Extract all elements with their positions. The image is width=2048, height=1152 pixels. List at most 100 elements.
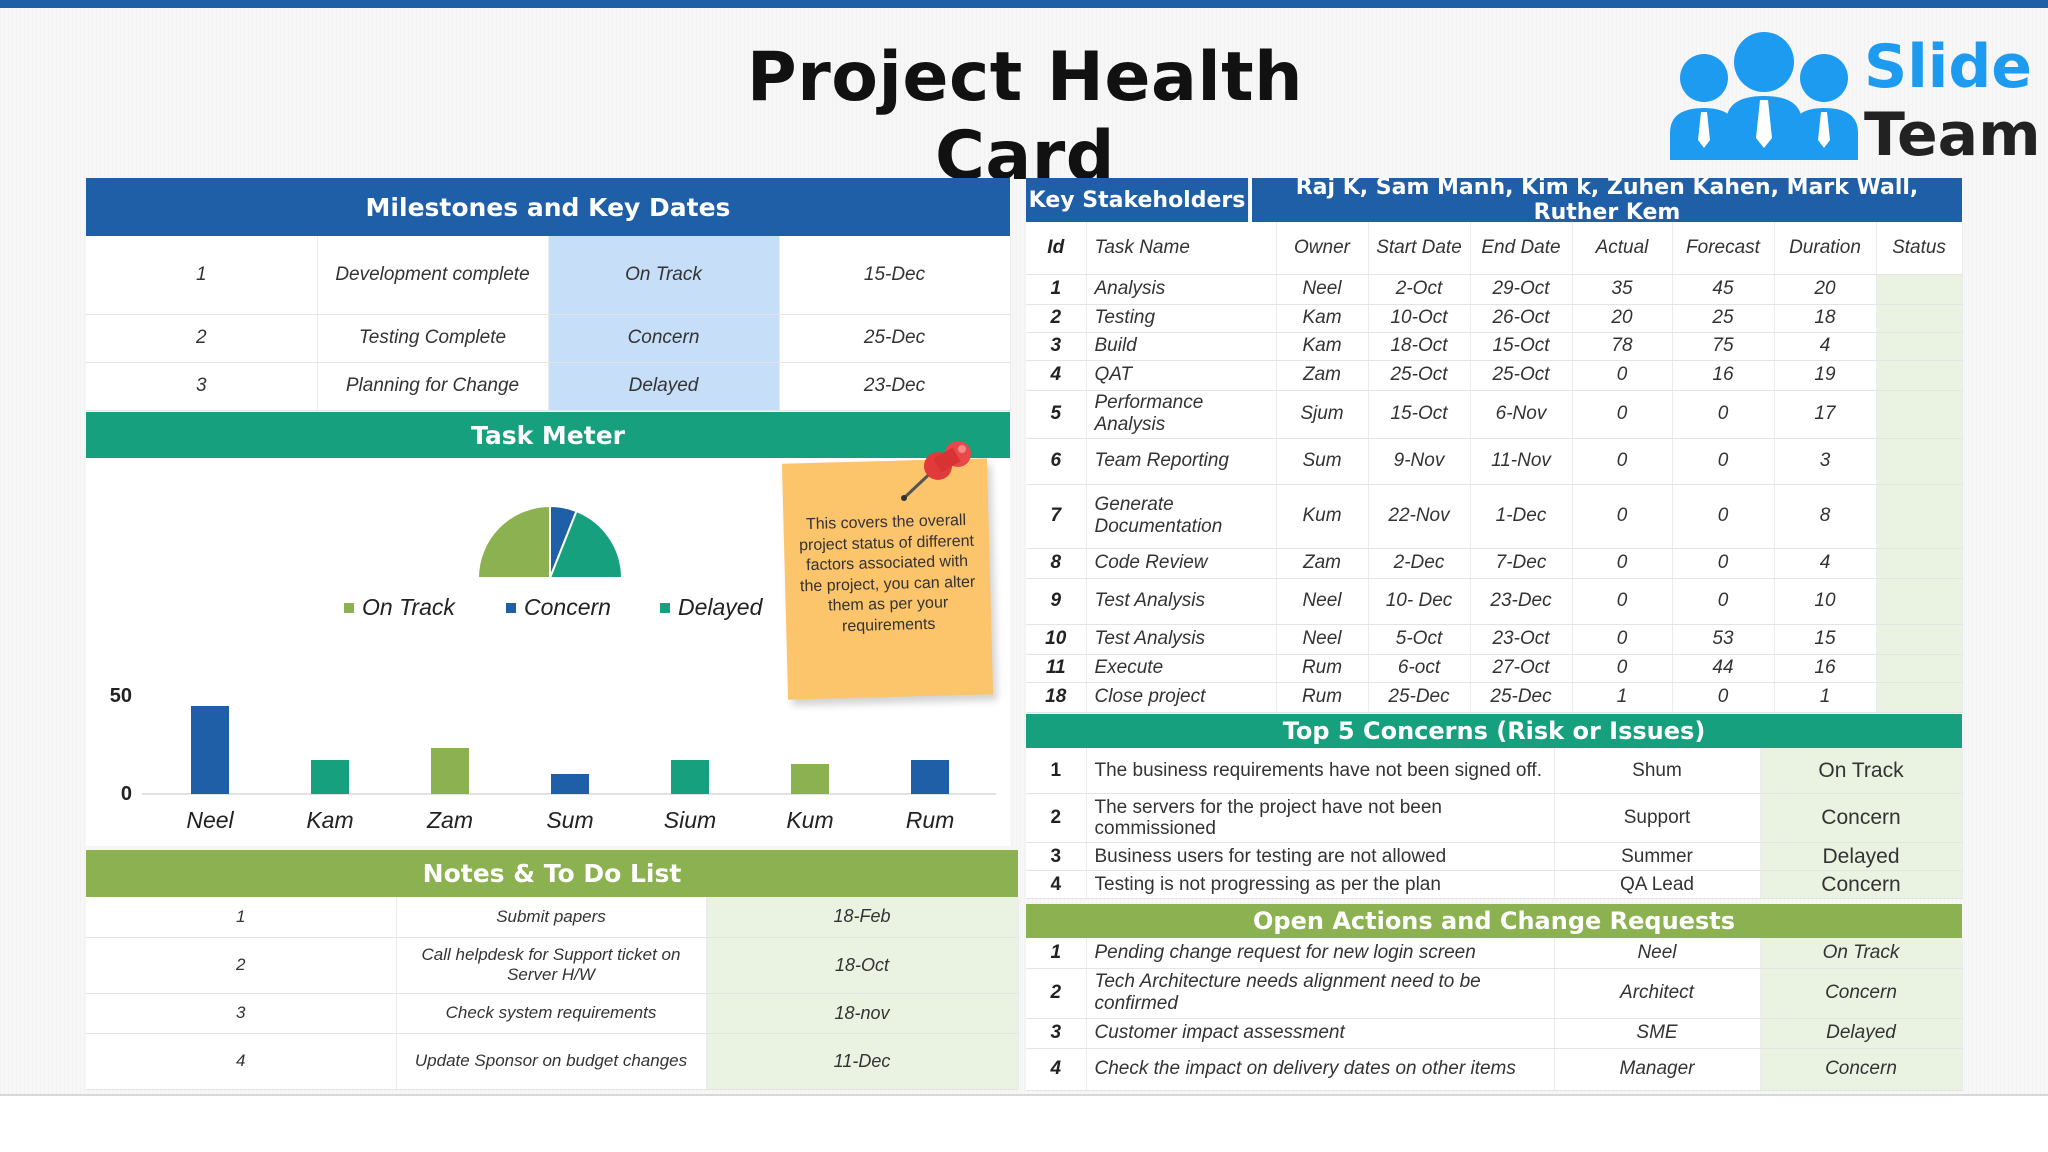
action-owner: Neel — [1554, 938, 1761, 969]
concern-text: Business users for testing are not allow… — [1086, 842, 1555, 871]
action-status: Delayed — [1760, 1018, 1963, 1049]
task-forecast: 0 — [1672, 484, 1775, 549]
concern-owner: QA Lead — [1554, 870, 1761, 899]
task-forecast: 0 — [1672, 548, 1775, 579]
milestone-id: 1 — [86, 236, 318, 315]
task-owner: Sum — [1276, 438, 1369, 485]
action-status: Concern — [1760, 968, 1963, 1019]
milestone-name: Planning for Change — [317, 362, 549, 411]
legend-swatch-delayed — [660, 602, 670, 613]
task-start-date: 25-Dec — [1368, 682, 1471, 713]
task-actual: 0 — [1572, 390, 1673, 439]
task-status — [1876, 624, 1963, 655]
task-status — [1876, 390, 1963, 439]
task-end-date: 1-Dec — [1470, 484, 1573, 549]
task-row: 11 Execute Rum 6-oct 27-Oct 0 44 16 — [1026, 654, 1963, 683]
note-row: 3 Check system requirements 18-nov — [86, 993, 1019, 1034]
legend-label: Delayed — [678, 594, 763, 620]
task-status — [1876, 484, 1963, 549]
x-tick-label: Neel — [186, 807, 234, 833]
task-forecast: 16 — [1672, 360, 1775, 391]
action-status: Concern — [1760, 1048, 1963, 1091]
page-title: Project Health Card — [746, 38, 1304, 196]
task-actual: 20 — [1572, 304, 1673, 333]
legend-concern: Concern — [506, 594, 611, 621]
concern-status: Concern — [1760, 793, 1963, 843]
task-meter-header: Task Meter — [86, 412, 1010, 458]
concern-row: 2 The servers for the project have not b… — [1026, 793, 1963, 843]
task-id: 5 — [1026, 390, 1087, 439]
col-header-owner: Owner — [1276, 222, 1369, 275]
x-tick-label: Kum — [786, 807, 833, 833]
col-header-task-name: Task Name — [1086, 222, 1277, 275]
task-duration: 3 — [1774, 438, 1877, 485]
pushpin-icon — [901, 441, 971, 501]
x-tick-label: Sium — [664, 807, 716, 833]
legend-on-track: On Track — [344, 594, 455, 621]
task-name: Performance Analysis — [1086, 390, 1277, 439]
task-id: 2 — [1026, 304, 1087, 333]
pie-slice-delayed — [548, 509, 624, 579]
task-start-date: 15-Oct — [1368, 390, 1471, 439]
task-duration: 16 — [1774, 654, 1877, 683]
note-date: 18-Feb — [706, 897, 1019, 938]
task-end-date: 25-Oct — [1470, 360, 1573, 391]
task-actual: 0 — [1572, 654, 1673, 683]
col-header-end-date: End Date — [1470, 222, 1573, 275]
task-id: 8 — [1026, 548, 1087, 579]
bar-rum — [911, 760, 949, 794]
task-start-date: 6-oct — [1368, 654, 1471, 683]
below-slide-area — [0, 1096, 2048, 1152]
legend-swatch-on-track — [344, 602, 354, 613]
task-name: Generate Documentation — [1086, 484, 1277, 549]
milestone-name: Development complete — [317, 236, 549, 315]
action-text: Check the impact on delivery dates on ot… — [1086, 1048, 1555, 1091]
actions-table: 1 Pending change request for new login s… — [1026, 938, 1963, 1091]
action-id: 2 — [1026, 968, 1087, 1019]
task-owner: Neel — [1276, 274, 1369, 305]
task-status — [1876, 332, 1963, 361]
milestones-header: Milestones and Key Dates — [86, 178, 1010, 236]
pie-slice-on-track — [476, 504, 551, 579]
note-id: 1 — [86, 897, 397, 938]
task-duration: 4 — [1774, 548, 1877, 579]
x-tick-label: Sum — [546, 807, 593, 833]
task-status — [1876, 548, 1963, 579]
notes-header: Notes & To Do List — [86, 850, 1018, 897]
task-name: Test Analysis — [1086, 624, 1277, 655]
top-accent-bar — [0, 0, 2048, 8]
concern-row: 3 Business users for testing are not all… — [1026, 842, 1963, 871]
y-tick-label: 0 — [121, 783, 132, 805]
col-header-actual: Actual — [1572, 222, 1673, 275]
col-header-status: Status — [1876, 222, 1963, 275]
x-tick-label: Kam — [306, 807, 353, 833]
slideteam-logo: Slide Team — [1664, 28, 2041, 170]
task-owner: Zam — [1276, 360, 1369, 391]
task-forecast: 0 — [1672, 578, 1775, 625]
action-owner: SME — [1554, 1018, 1761, 1049]
task-duration: 15 — [1774, 624, 1877, 655]
task-actual: 0 — [1572, 438, 1673, 485]
action-owner: Manager — [1554, 1048, 1761, 1091]
legend-label: Concern — [524, 594, 611, 620]
task-owner: Neel — [1276, 624, 1369, 655]
task-start-date: 10-Oct — [1368, 304, 1471, 333]
task-id: 11 — [1026, 654, 1087, 683]
task-start-date: 2-Dec — [1368, 548, 1471, 579]
task-forecast: 44 — [1672, 654, 1775, 683]
task-id: 1 — [1026, 274, 1087, 305]
concerns-header: Top 5 Concerns (Risk or Issues) — [1026, 714, 1962, 748]
task-row: 3 Build Kam 18-Oct 15-Oct 78 75 4 — [1026, 332, 1963, 361]
note-task: Call helpdesk for Support ticket on Serv… — [396, 937, 707, 994]
task-duration: 4 — [1774, 332, 1877, 361]
task-start-date: 18-Oct — [1368, 332, 1471, 361]
y-tick-label: 50 — [110, 685, 132, 707]
legend-delayed: Delayed — [660, 594, 762, 621]
task-name: Team Reporting — [1086, 438, 1277, 485]
task-end-date: 6-Nov — [1470, 390, 1573, 439]
task-start-date: 2-Oct — [1368, 274, 1471, 305]
task-status — [1876, 274, 1963, 305]
task-duration: 1 — [1774, 682, 1877, 713]
concern-owner: Shum — [1554, 748, 1761, 794]
logo-text-team: Team — [1864, 100, 2041, 170]
